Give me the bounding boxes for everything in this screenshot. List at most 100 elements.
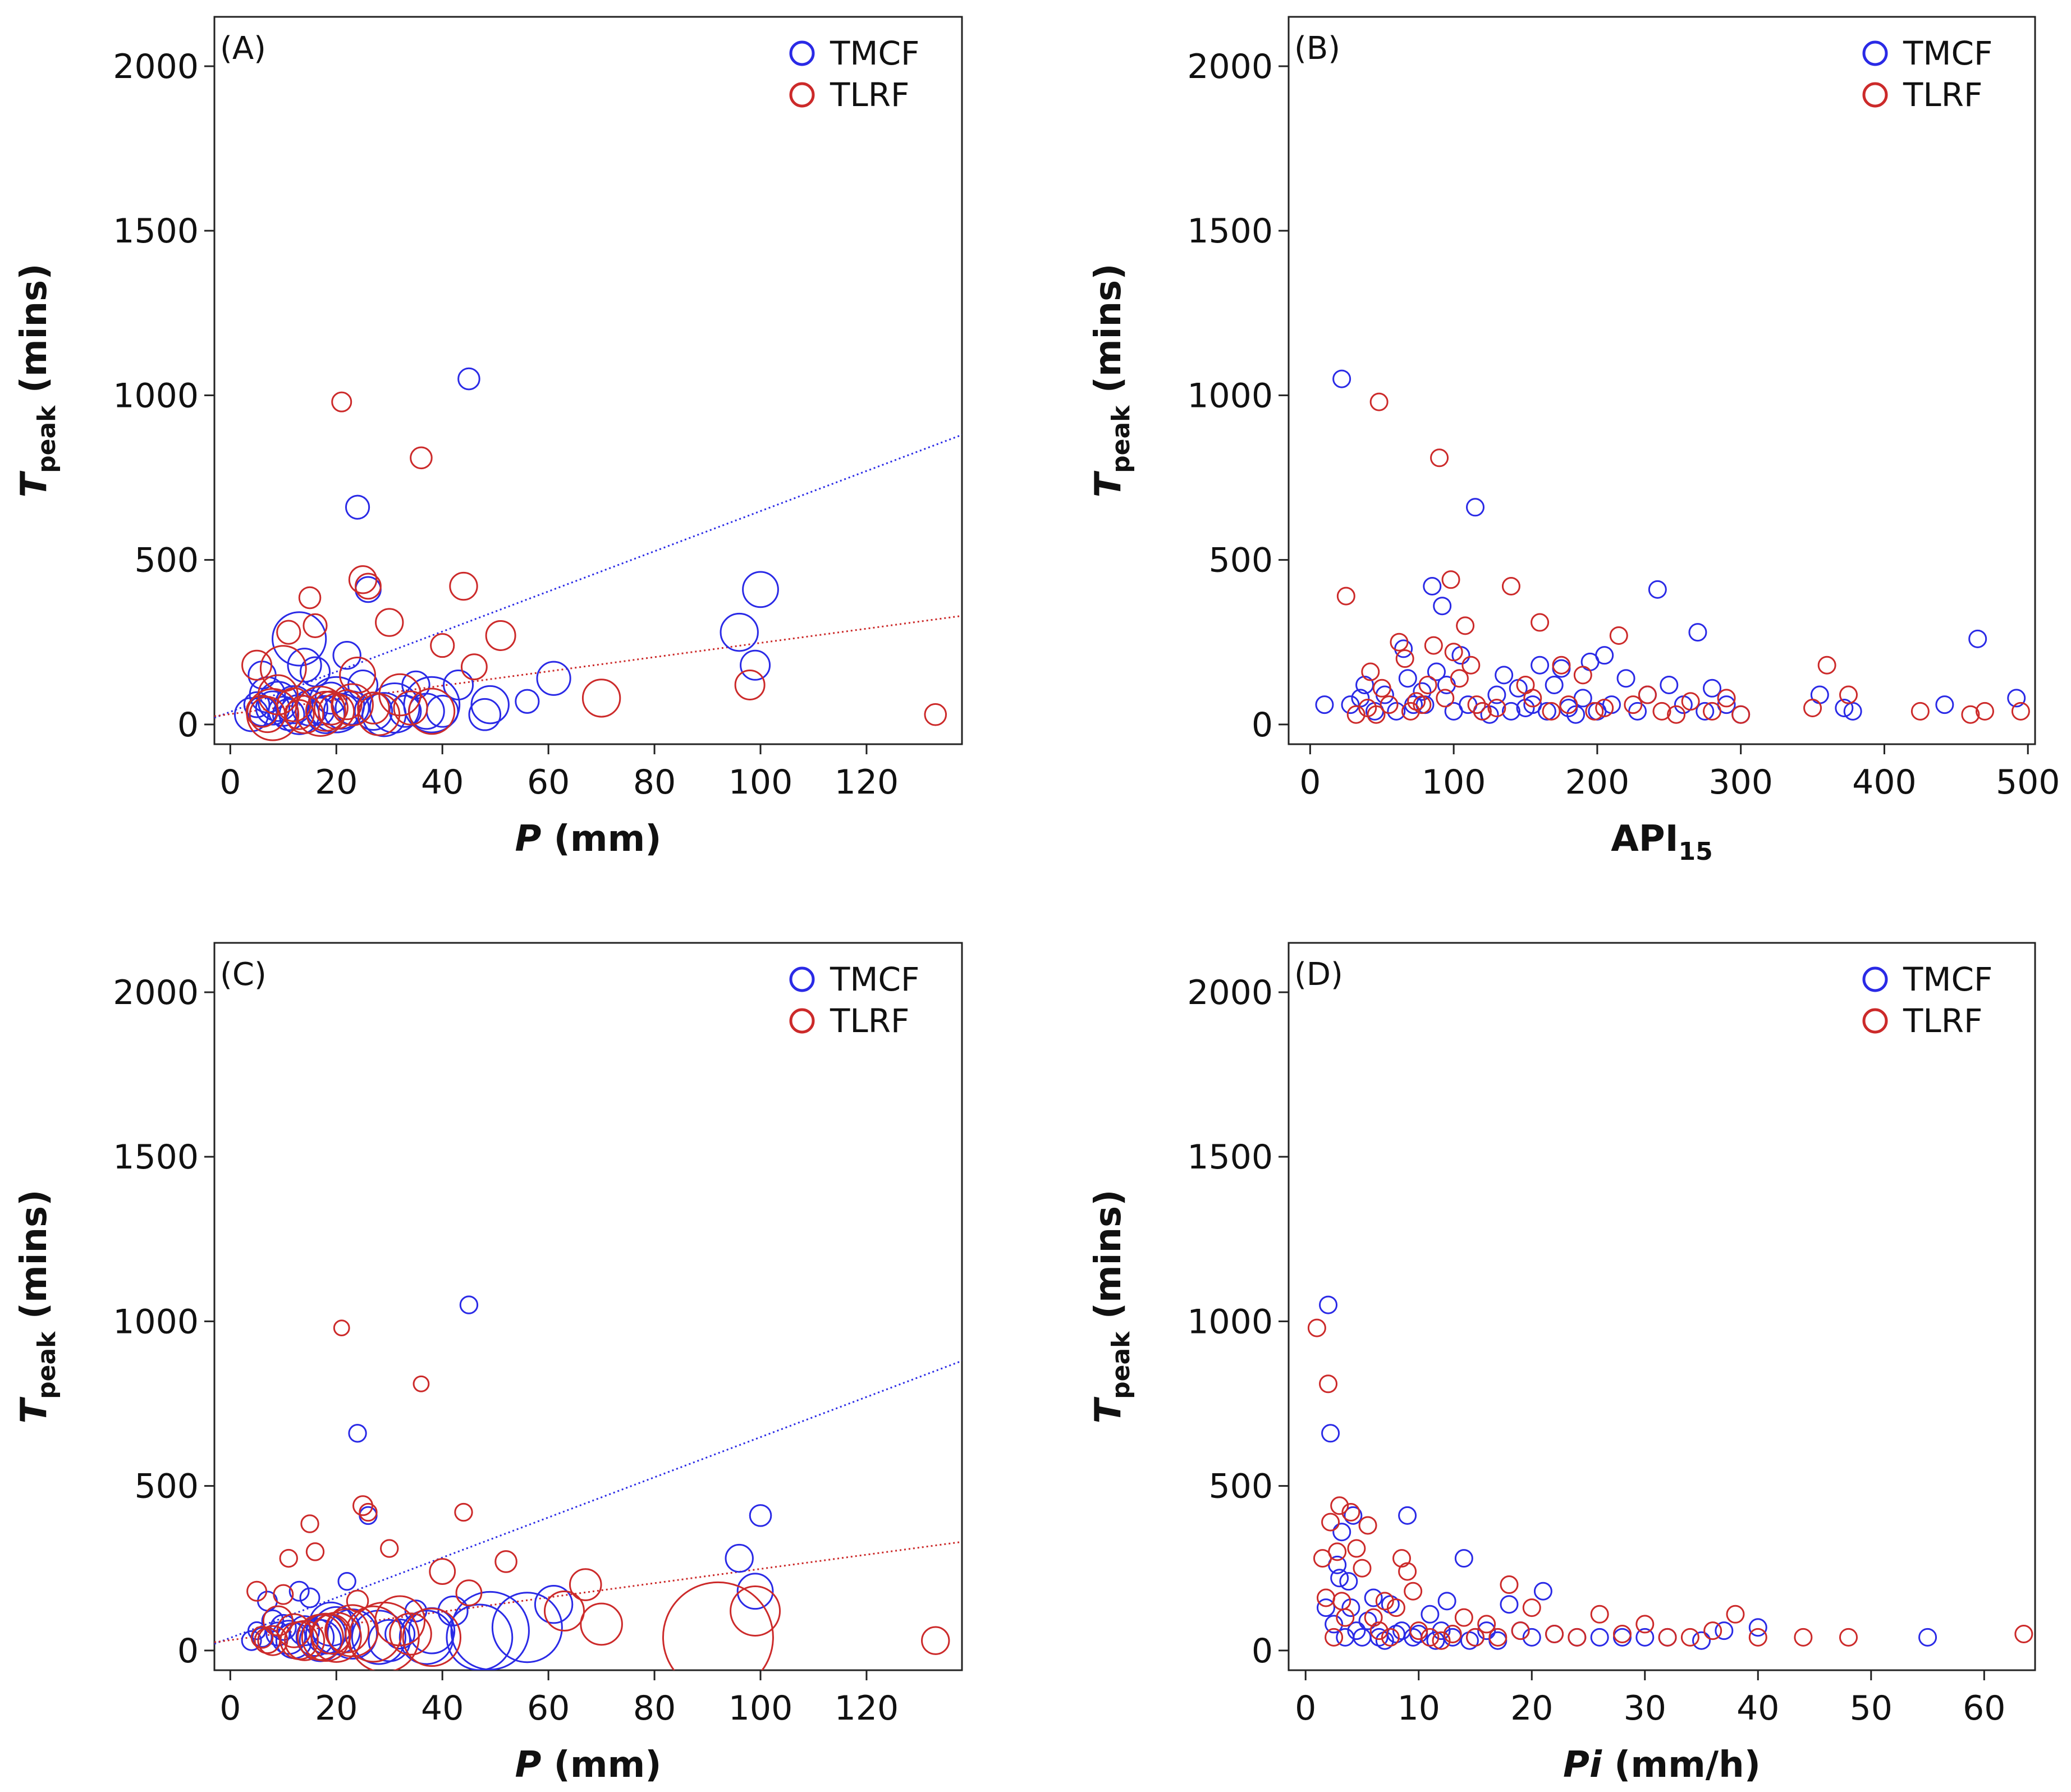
- point-tlrf: [410, 446, 433, 470]
- point-tlrf: [380, 1539, 399, 1558]
- point-tmcf: [1696, 702, 1715, 721]
- point-tlrf: [1456, 616, 1475, 635]
- point-tmcf: [247, 1621, 267, 1640]
- y-tick-label: 1500: [113, 212, 199, 251]
- point-tlrf: [305, 1542, 325, 1561]
- point-tmcf: [255, 690, 291, 726]
- point-tmcf: [1332, 369, 1351, 388]
- point-tlrf: [393, 690, 428, 726]
- point-tlrf: [1839, 1628, 1858, 1647]
- point-tlrf: [1975, 702, 1994, 721]
- y-axis-label: Tpeak (mins): [1088, 263, 1135, 497]
- legend-label-tlrf: TLRF: [1903, 1002, 1982, 1040]
- point-tlrf: [1652, 702, 1671, 721]
- point-tlrf: [1585, 702, 1604, 721]
- point-tmcf: [1332, 1523, 1351, 1542]
- x-axis-label: Pi (mm/h): [1563, 1744, 1761, 1786]
- point-tlrf: [1523, 689, 1542, 708]
- point-tlrf: [1473, 702, 1492, 721]
- point-tmcf: [1531, 656, 1550, 675]
- point-tlrf: [1559, 695, 1578, 714]
- point-tlrf: [2014, 1624, 2033, 1643]
- panel-a: 0 20 40 60 80 100 120 0 500 1000 1500 2000 P (mm) Tpe…: [13, 16, 963, 860]
- point-tlrf: [333, 1319, 350, 1337]
- point-tmcf: [1325, 1615, 1344, 1634]
- point-tlrf: [1398, 1562, 1417, 1581]
- point-tlrf: [449, 571, 478, 601]
- point-tmcf: [742, 571, 779, 608]
- point-tlrf: [1542, 702, 1561, 721]
- point-tlrf: [1307, 1318, 1326, 1337]
- point-tmcf: [736, 1573, 774, 1610]
- point-tmcf: [351, 1610, 406, 1665]
- point-tlrf: [1321, 1513, 1340, 1532]
- y-tick-label: 2000: [113, 973, 199, 1012]
- point-tlrf: [1430, 448, 1449, 468]
- x-axis-label-var: Pi: [1563, 1744, 1602, 1786]
- point-tlrf: [246, 1580, 268, 1602]
- point-tlrf: [359, 1502, 378, 1522]
- y-tick-label: 1000: [113, 376, 199, 415]
- point-tlrf: [1961, 705, 1980, 724]
- panel-d: 0 10 20 30 40 50 60 0 500 1000 1500 2000 Pi (mm/h) Tp…: [1088, 942, 2036, 1786]
- point-tlrf: [1477, 1615, 1496, 1634]
- panel-label: (A): [220, 30, 266, 67]
- point-tmcf: [536, 661, 571, 696]
- y-tick-label: 1500: [1187, 212, 1273, 251]
- point-tlrf: [1624, 695, 1643, 714]
- point-tlrf: [1392, 1549, 1412, 1568]
- point-tmcf: [384, 1618, 416, 1649]
- point-tmcf: [425, 695, 459, 728]
- point-tmcf: [1423, 577, 1442, 596]
- point-tmcf: [749, 1504, 772, 1527]
- x-tick-label: 0: [219, 1689, 241, 1728]
- point-tmcf: [470, 685, 510, 725]
- point-tmcf: [348, 1424, 367, 1443]
- point-tlrf: [357, 691, 390, 725]
- point-tmcf: [368, 1619, 411, 1662]
- y-axis-label: Tpeak (mins): [13, 263, 61, 497]
- point-tlrf: [1454, 1608, 1473, 1627]
- point-tlrf: [1545, 1624, 1564, 1643]
- point-tmcf: [1495, 666, 1514, 685]
- x-tick-label: 0: [1295, 1689, 1316, 1728]
- point-tlrf: [285, 695, 324, 734]
- plot-frame: [1287, 16, 2036, 745]
- point-tlrf: [1346, 705, 1366, 724]
- point-tlrf: [1511, 1621, 1530, 1640]
- x-tick-label: 50: [1850, 1689, 1893, 1728]
- point-tmcf: [1501, 702, 1520, 721]
- point-tlrf: [402, 1607, 462, 1667]
- point-tlrf: [1461, 656, 1481, 675]
- point-tmcf: [1918, 1628, 1937, 1647]
- x-tick-label: 60: [527, 1689, 570, 1728]
- point-tlrf: [1317, 1588, 1335, 1607]
- point-tlrf: [1609, 626, 1628, 645]
- point-tmcf: [1810, 685, 1829, 704]
- point-tmcf: [2007, 689, 2026, 708]
- point-tlrf: [924, 703, 947, 726]
- point-tlrf: [1595, 698, 1614, 717]
- point-tlrf: [1369, 1621, 1389, 1640]
- point-tmcf: [1703, 679, 1722, 698]
- point-tmcf: [1398, 669, 1417, 688]
- point-tlrf: [413, 1375, 430, 1392]
- x-tick-label: 500: [1996, 763, 2060, 802]
- panel-label: (B): [1294, 30, 1340, 67]
- point-tlrf: [1380, 695, 1399, 714]
- point-tmcf: [1433, 597, 1452, 616]
- point-tlrf: [454, 1502, 473, 1522]
- point-tlrf: [1421, 1628, 1440, 1647]
- point-tlrf: [1390, 633, 1409, 652]
- legend-marker-tlrf: [1862, 1008, 1888, 1034]
- x-axis-label-unit: (mm/h): [1602, 1744, 1761, 1786]
- point-tlrf: [1681, 692, 1700, 711]
- y-axis-label: Tpeak (mins): [1088, 1189, 1135, 1423]
- point-tmcf: [398, 1610, 454, 1665]
- y-tick-label: 0: [177, 1631, 199, 1671]
- point-tlrf: [1717, 689, 1736, 708]
- panel-label: (D): [1294, 956, 1343, 993]
- y-axis-label-sub: peak: [1107, 1331, 1135, 1399]
- point-tlrf: [1395, 649, 1414, 668]
- point-tlrf: [1612, 1624, 1632, 1643]
